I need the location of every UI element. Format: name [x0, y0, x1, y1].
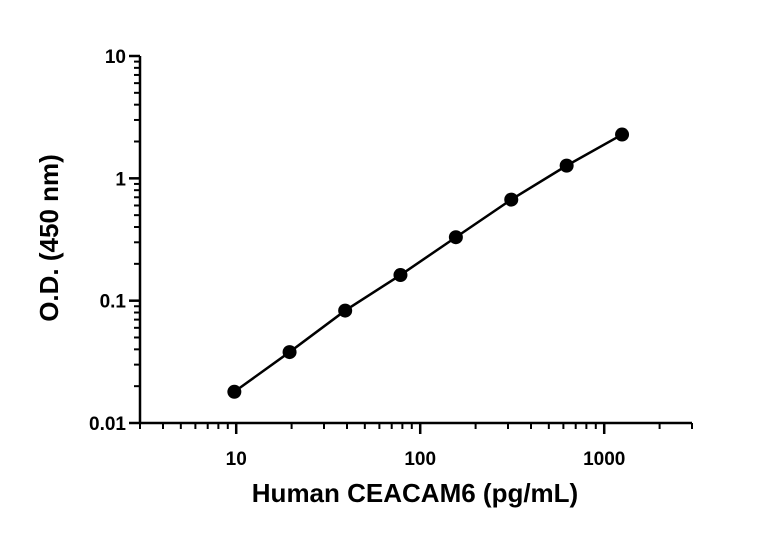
- data-point: [448, 230, 463, 245]
- y-tick-label: 0.01: [89, 414, 126, 435]
- x-tick-label: 100: [404, 449, 436, 470]
- data-point: [615, 127, 630, 142]
- data-point: [338, 303, 353, 318]
- x-tick-label: 1000: [583, 449, 625, 470]
- fit-line: [233, 133, 623, 393]
- data-point: [504, 192, 519, 207]
- y-tick-label: 10: [105, 47, 126, 68]
- x-tick-label: 10: [226, 449, 247, 470]
- data-point: [282, 345, 297, 360]
- data-point: [559, 158, 574, 173]
- x-axis-title: Human CEACAM6 (pg/mL): [252, 478, 578, 508]
- y-tick-label: 0.1: [100, 292, 127, 313]
- y-tick-label: 1: [115, 169, 126, 190]
- data-point: [393, 268, 408, 283]
- chart-marks: [227, 127, 630, 399]
- axes: 0.01 0.1 1 10 10 100 1000: [89, 47, 693, 470]
- y-axis-title: O.D. (450 nm): [34, 154, 64, 322]
- data-point: [227, 384, 242, 399]
